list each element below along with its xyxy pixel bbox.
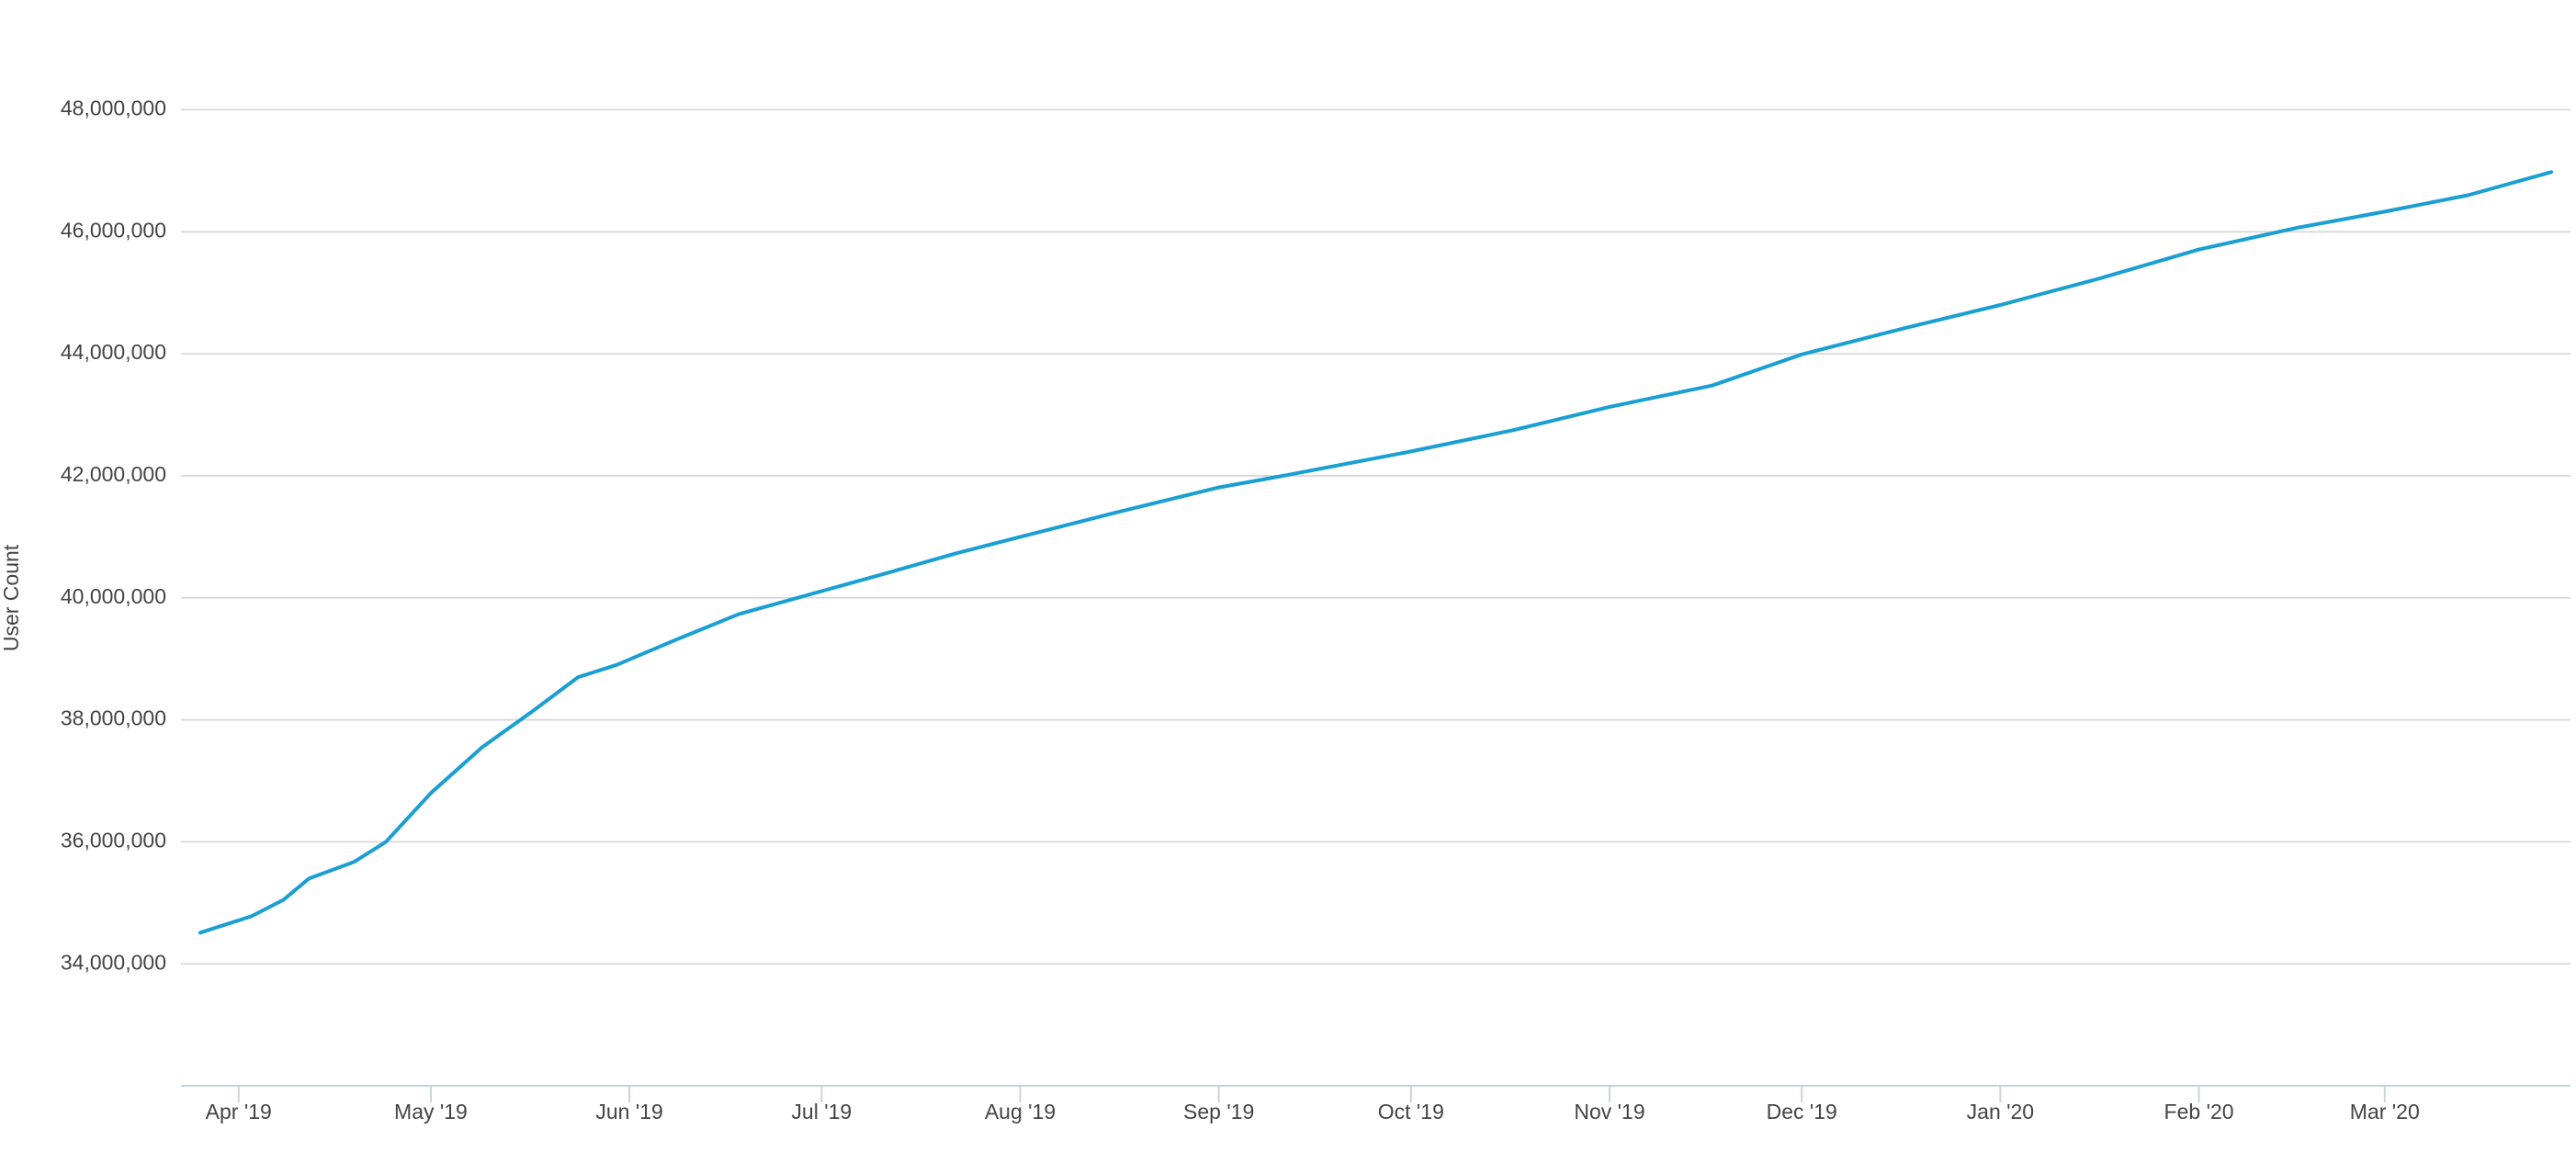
y-tick-label: 36,000,000 xyxy=(61,828,166,852)
x-tick-label: Nov '19 xyxy=(1574,1100,1644,1123)
x-tick-label: Oct '19 xyxy=(1378,1100,1444,1123)
x-tick-label: Jul '19 xyxy=(791,1100,852,1123)
y-tick-label: 44,000,000 xyxy=(61,340,166,364)
data-line xyxy=(198,170,2554,935)
x-tick-label: May '19 xyxy=(394,1100,468,1123)
x-tick-label: Jan '20 xyxy=(1967,1100,2034,1123)
y-tick-label: 38,000,000 xyxy=(61,706,166,730)
x-tick-label: Jun '19 xyxy=(595,1100,662,1123)
y-axis-title: User Count xyxy=(0,544,23,651)
y-tick-label: 48,000,000 xyxy=(61,96,166,120)
x-tick-label: Sep '19 xyxy=(1183,1100,1254,1123)
y-tick-label: 40,000,000 xyxy=(61,584,166,608)
x-tick-label: Dec '19 xyxy=(1767,1100,1837,1123)
x-tick-label: Aug '19 xyxy=(985,1100,1056,1123)
x-tick-label: Apr '19 xyxy=(206,1100,272,1123)
y-tick-label: 34,000,000 xyxy=(61,950,166,974)
x-tick-label: Mar '20 xyxy=(2350,1100,2420,1123)
y-tick-label: 46,000,000 xyxy=(61,218,166,242)
x-tick-label: Feb '20 xyxy=(2164,1100,2234,1123)
y-tick-label: 42,000,000 xyxy=(61,462,166,486)
